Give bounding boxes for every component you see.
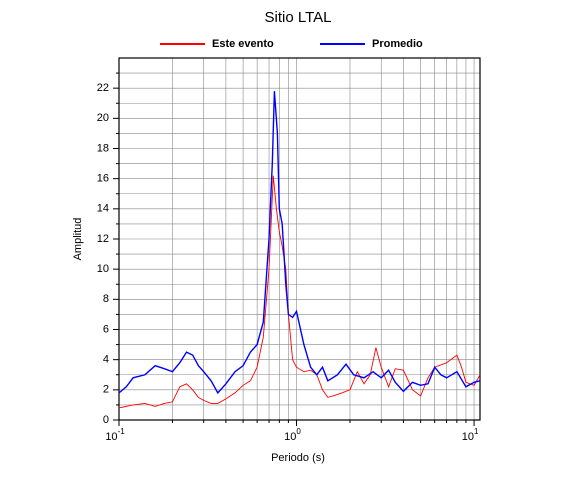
x-tick-label: 101 [462,427,479,443]
y-tick-label: 14 [97,203,109,215]
chart-title: Sitio LTAL [265,9,332,26]
legend-label: Promedio [372,38,423,50]
tick-exponent: -1 [118,427,126,436]
x-axis-label: Periodo (s) [271,452,325,464]
plot-frame [118,57,481,421]
y-tick-label: 10 [97,263,109,275]
y-tick-label: 20 [97,112,109,124]
tick-base: 10 [105,431,117,443]
y-tick-label: 22 [97,82,109,94]
y-tick-label: 2 [103,384,109,396]
y-axis-label: Amplitud [72,218,84,261]
legend: Este evento Promedio [160,38,423,50]
tick-exponent: 0 [296,427,301,436]
tick-base: 10 [284,431,296,443]
y-tick-label: 0 [103,414,109,426]
tick-base: 10 [462,431,474,443]
legend-label: Este evento [212,38,274,50]
series-line [118,175,481,409]
x-tick-label: 100 [284,427,301,443]
y-tick-label: 6 [103,323,109,335]
y-tick-label: 8 [103,293,109,305]
tick-exponent: 1 [474,427,479,436]
x-tick-label: 10-1 [105,427,125,443]
series-line [118,91,481,395]
y-tick-label: 4 [103,354,109,366]
y-tick-label: 12 [97,233,109,245]
y-tick-label: 16 [97,173,109,185]
y-tick-label: 18 [97,142,109,154]
